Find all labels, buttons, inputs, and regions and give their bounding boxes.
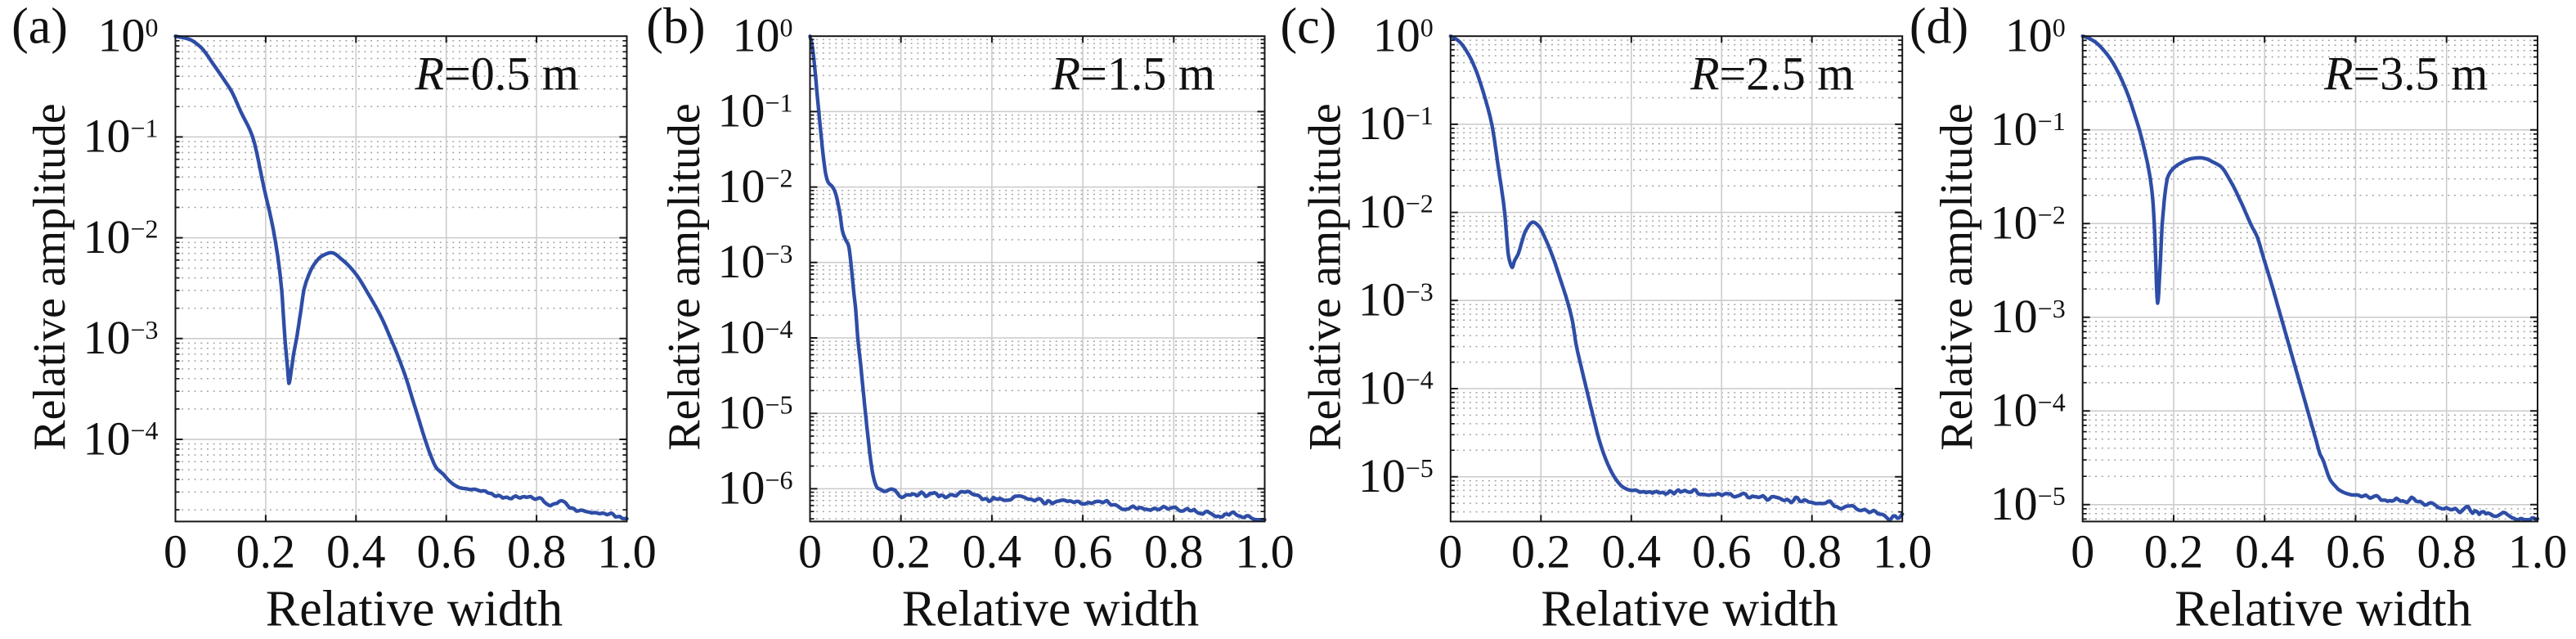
svg-text:0.4: 0.4 [326,525,386,578]
svg-text:Relative width: Relative width [902,582,1199,636]
svg-text:0.8: 0.8 [507,525,567,578]
svg-text:R=3.5 m: R=3.5 m [2323,47,2488,101]
svg-text:100: 100 [98,9,159,62]
svg-text:1.0: 1.0 [597,525,657,578]
svg-text:0.6: 0.6 [2326,525,2385,578]
svg-text:(d): (d) [1910,0,1968,55]
svg-text:Relative amplitude: Relative amplitude [1299,103,1350,451]
svg-text:Relative width: Relative width [1541,582,1838,636]
svg-text:1.0: 1.0 [1235,525,1295,578]
svg-text:10−4: 10−4 [83,412,158,465]
svg-text:0.4: 0.4 [1602,525,1662,578]
svg-text:0.6: 0.6 [1692,525,1752,578]
svg-text:0.8: 0.8 [2417,525,2476,578]
svg-text:0: 0 [1438,525,1462,578]
svg-text:(b): (b) [646,0,705,55]
svg-text:0.2: 0.2 [1511,525,1571,578]
svg-text:1.0: 1.0 [1873,525,1932,578]
svg-text:0.2: 0.2 [871,525,931,578]
svg-text:0.6: 0.6 [1053,525,1113,578]
svg-text:(a): (a) [11,0,68,55]
svg-text:0: 0 [164,525,187,578]
svg-text:0: 0 [798,525,822,578]
svg-text:R=0.5 m: R=0.5 m [415,47,579,101]
svg-text:0.6: 0.6 [416,525,476,578]
svg-text:R=1.5 m: R=1.5 m [1051,47,1215,101]
svg-text:1.0: 1.0 [2508,525,2568,578]
svg-text:0.8: 0.8 [1782,525,1842,578]
svg-text:0.4: 0.4 [2235,525,2295,578]
svg-text:0.2: 0.2 [2144,525,2204,578]
svg-text:10−4: 10−4 [1358,361,1434,414]
svg-text:0: 0 [2071,525,2094,578]
svg-text:10−5: 10−5 [717,386,792,439]
svg-text:Relative width: Relative width [266,582,563,636]
svg-text:10−5: 10−5 [1358,449,1434,502]
svg-text:Relative amplitude: Relative amplitude [25,103,75,451]
svg-text:0.4: 0.4 [963,525,1022,578]
svg-text:(c): (c) [1281,0,1337,55]
svg-text:Relative amplitude: Relative amplitude [659,103,710,451]
svg-text:Relative width: Relative width [2174,582,2471,636]
svg-text:0.8: 0.8 [1144,525,1204,578]
svg-text:R=2.5 m: R=2.5 m [1690,47,1854,101]
svg-text:Relative amplitude: Relative amplitude [1932,103,1982,451]
svg-text:0.2: 0.2 [236,525,296,578]
